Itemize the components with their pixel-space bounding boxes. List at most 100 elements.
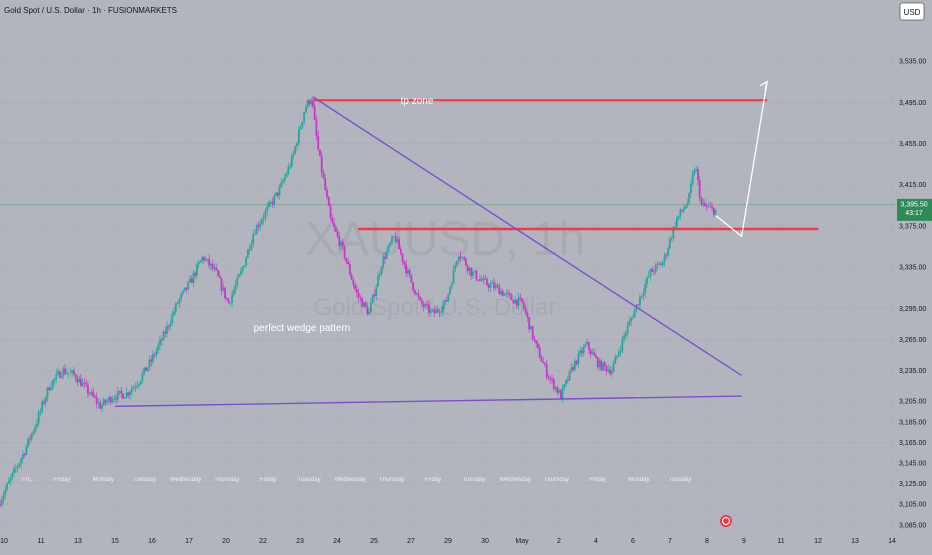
- candle-body: [498, 285, 501, 295]
- price-axis[interactable]: 3,535.00 3,495.00 3,455.00 3,415.00 3,375.00…: [895, 0, 932, 530]
- time-axis[interactable]: 10 11 13 15 16 17 20 22 23 24 25 27 29 30 May 2 4 6 7 8 9 11 1…: [0, 530, 932, 550]
- candle-body: [628, 321, 631, 326]
- candle-body: [134, 386, 137, 388]
- candle-body: [406, 269, 409, 274]
- candle-body: [602, 362, 604, 371]
- candle-body: [475, 270, 478, 280]
- candle-body: [428, 304, 430, 313]
- candle-body: [243, 265, 246, 268]
- candle-body: [584, 344, 587, 347]
- x-tick-label: 11: [777, 538, 784, 545]
- tp-zone-label: tp zone: [401, 96, 434, 107]
- candle-body: [419, 297, 422, 300]
- candle-body: [7, 481, 10, 484]
- candle-body: [528, 317, 531, 330]
- projection-arrowhead: [759, 80, 769, 90]
- day-label: Fri...: [22, 477, 34, 483]
- candle-body: [464, 258, 467, 266]
- drawings[interactable]: [115, 80, 819, 408]
- candle-body: [565, 379, 567, 385]
- candle-body: [691, 174, 694, 185]
- candle-body: [185, 287, 188, 290]
- candle-body: [355, 289, 358, 293]
- price-tag-price: 3,395.50: [900, 201, 927, 208]
- candle-body: [354, 284, 357, 290]
- candle-body: [639, 296, 641, 306]
- candle-body: [34, 426, 37, 432]
- candle-body: [333, 222, 335, 228]
- candle-body: [58, 371, 61, 378]
- candle-body: [566, 379, 569, 381]
- candle-body: [334, 227, 337, 232]
- candle-body: [340, 241, 342, 247]
- candle-body: [654, 264, 657, 272]
- candle-body: [108, 397, 110, 401]
- candle-body: [229, 302, 232, 304]
- candle-body: [487, 284, 490, 288]
- candle-body: [181, 290, 184, 295]
- candle-body: [526, 312, 529, 318]
- candle-body: [259, 223, 262, 227]
- candle-body: [211, 263, 214, 269]
- day-label: Wednesday: [499, 477, 531, 483]
- y-tick-label: 3,235.00: [899, 368, 926, 375]
- tradingview-logo-icon[interactable]: [720, 515, 732, 527]
- candle-body: [617, 352, 620, 356]
- candle-body: [396, 239, 399, 242]
- candle-body: [169, 323, 172, 327]
- candle-body: [157, 345, 160, 351]
- x-tick-label: 10: [0, 538, 8, 545]
- candle-body: [262, 217, 265, 220]
- day-label: Friday: [424, 477, 441, 483]
- x-tick-label: 23: [296, 538, 304, 545]
- candle-body: [589, 349, 592, 355]
- candle-body: [494, 285, 497, 289]
- candle-body: [479, 279, 481, 281]
- candle-body: [178, 299, 181, 304]
- candle-body: [36, 423, 38, 427]
- candle-body: [236, 277, 239, 285]
- currency-badge[interactable]: [899, 2, 925, 21]
- candle-body: [714, 209, 717, 215]
- candle-body: [690, 184, 692, 194]
- candle-body: [577, 353, 580, 365]
- candle-body: [623, 335, 626, 339]
- day-label: Thursday: [214, 477, 239, 483]
- candle-body: [540, 358, 543, 362]
- candle-body: [297, 129, 300, 144]
- grid: [0, 25, 895, 530]
- candle-body: [71, 370, 73, 373]
- x-tick-label: 20: [222, 538, 230, 545]
- candle-body: [224, 287, 226, 298]
- candle-body: [470, 267, 473, 276]
- x-tick-label: May: [515, 538, 529, 545]
- candle-body: [322, 172, 325, 179]
- candle-body: [294, 146, 297, 153]
- candle-body: [417, 293, 420, 298]
- candle-body: [672, 226, 675, 239]
- candle-body: [382, 256, 385, 268]
- candle-body: [380, 267, 383, 274]
- candle-body: [466, 265, 469, 271]
- candle-body: [450, 283, 453, 288]
- candle-body: [88, 393, 91, 395]
- candle-body: [660, 263, 662, 266]
- x-tick-label: 30: [481, 538, 489, 545]
- candle-body: [493, 282, 495, 289]
- candle-body: [668, 238, 671, 249]
- candle-body: [30, 433, 33, 440]
- y-tick-label: 3,265.00: [899, 337, 926, 344]
- candle-body: [46, 387, 49, 398]
- candle-body: [682, 208, 685, 211]
- projection-path: [715, 81, 768, 238]
- candle-body: [327, 197, 330, 206]
- candle-body: [500, 291, 502, 295]
- candle-body: [290, 156, 293, 167]
- candle-body: [280, 182, 283, 188]
- candle-body: [320, 155, 323, 173]
- candle-body: [373, 294, 376, 296]
- y-tick-label: 3,375.00: [899, 223, 926, 230]
- candle-body: [213, 267, 216, 269]
- candle-body: [246, 249, 249, 258]
